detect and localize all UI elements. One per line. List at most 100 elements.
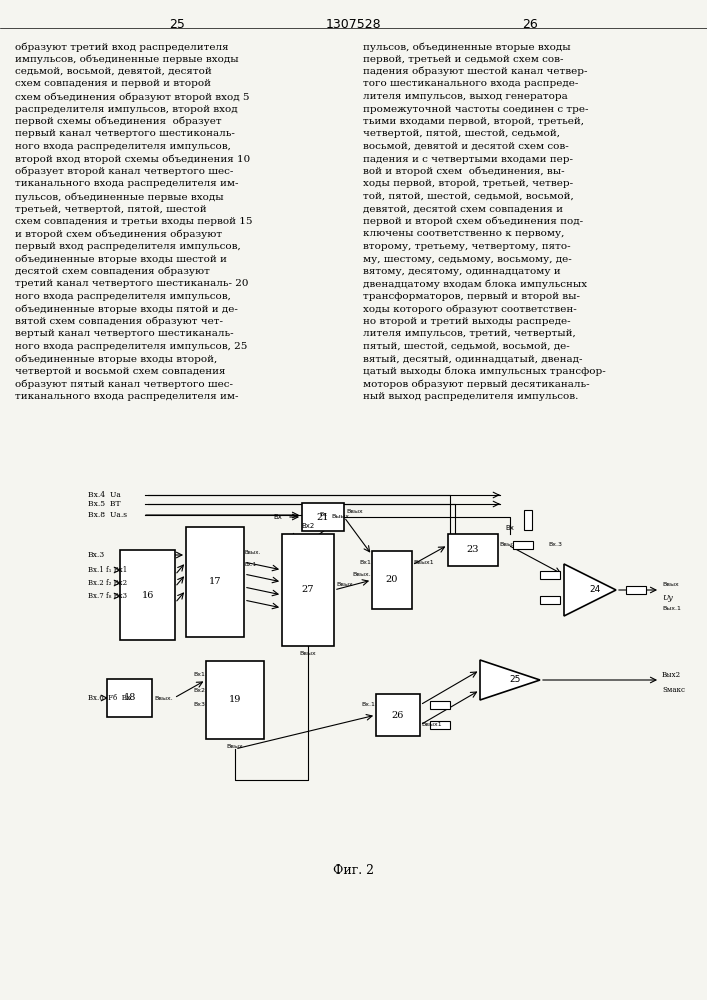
Text: Bx.1: Bx.1 [361,702,375,708]
Text: пульсов, объединенные первые входы: пульсов, объединенные первые входы [15,192,223,202]
Bar [282,534,334,646]
Text: того шестиканального входа распреде-: того шестиканального входа распреде- [363,80,578,89]
Text: Bx.4  Uа: Bx.4 Uа [88,491,121,499]
Text: 21: 21 [317,512,329,522]
Text: ный выход распределителя импульсов.: ный выход распределителя импульсов. [363,392,578,401]
Bar [524,510,532,530]
Text: промежуточной частоты соединен с тре-: промежуточной частоты соединен с тре- [363,104,588,113]
Bar [448,534,498,566]
Text: объединенные вторые входы пятой и де-: объединенные вторые входы пятой и де- [15,304,238,314]
Text: Bвых1: Bвых1 [421,722,442,728]
Text: Sмакс: Sмакс [662,686,685,694]
Bar [372,551,412,609]
Text: десятой схем совпадения образуют: десятой схем совпадения образуют [15,267,210,276]
Text: Bx2: Bx2 [193,688,205,692]
Text: цатый выходы блока импульсных трансфор-: цатый выходы блока импульсных трансфор- [363,367,606,376]
Bar [302,503,344,531]
Text: Bвых.: Bвых. [154,696,173,700]
Text: объединенные вторые входы шестой и: объединенные вторые входы шестой и [15,254,227,264]
Text: 16: 16 [142,590,154,599]
Text: Bx.7 f₈ Bx3: Bx.7 f₈ Bx3 [88,592,127,600]
Text: ходы которого образуют соответствен-: ходы которого образуют соответствен- [363,304,577,314]
Text: Bx: Bx [319,512,327,517]
Text: Bвых: Bвых [662,582,679,587]
Text: третий канал четвертого шестиканаль- 20: третий канал четвертого шестиканаль- 20 [15,279,248,288]
Text: образуют третий вход распределителя: образуют третий вход распределителя [15,42,228,51]
Bar [513,541,533,549]
Text: импульсов, объединенные первые входы: импульсов, объединенные первые входы [15,54,239,64]
Text: ключены соответственно к первому,: ключены соответственно к первому, [363,230,564,238]
Text: Bx1: Bx1 [193,672,205,678]
Text: вятому, десятому, одиннадцатому и: вятому, десятому, одиннадцатому и [363,267,561,276]
Text: но второй и третий выходы распреде-: но второй и третий выходы распреде- [363,317,571,326]
Text: Uy: Uy [662,594,672,602]
Text: 24: 24 [590,585,601,594]
Text: падения и с четвертыми входами пер-: падения и с четвертыми входами пер- [363,154,573,163]
Text: падения образуют шестой канал четвер-: падения образуют шестой канал четвер- [363,67,588,77]
Bar [107,679,153,717]
Polygon shape [480,660,540,700]
Text: 20: 20 [386,576,398,584]
Bar [376,694,420,736]
Text: первой схемы объединения  образует: первой схемы объединения образует [15,117,221,126]
Text: Bвых: Bвых [300,651,316,656]
Text: Bвых: Bвых [336,582,353,587]
Text: седьмой, восьмой, девятой, десятой: седьмой, восьмой, девятой, десятой [15,67,212,76]
Text: Фиг. 2: Фиг. 2 [333,863,374,876]
Text: му, шестому, седьмому, восьмому, де-: му, шестому, седьмому, восьмому, де- [363,254,572,263]
Text: Bx.1: Bx.1 [245,562,257,566]
Text: тьими входами первой, второй, третьей,: тьими входами первой, второй, третьей, [363,117,584,126]
Text: ного входа распределителя импульсов, 25: ного входа распределителя импульсов, 25 [15,342,247,351]
Text: распределителя импульсов, второй вход: распределителя импульсов, второй вход [15,104,238,113]
Text: девятой, десятой схем совпадения и: девятой, десятой схем совпадения и [363,205,563,214]
Text: объединенные вторые входы второй,: объединенные вторые входы второй, [15,355,217,364]
Text: схем объединения образуют второй вход 5: схем объединения образуют второй вход 5 [15,92,250,102]
Text: первый вход распределителя импульсов,: первый вход распределителя импульсов, [15,242,241,251]
Bar [540,571,560,579]
Text: Bвых1: Bвых1 [413,560,433,564]
Text: ного входа распределителя импульсов,: ного входа распределителя импульсов, [15,292,231,301]
Text: 26: 26 [522,18,538,31]
Text: Bx.3: Bx.3 [548,542,562,548]
Text: Bвых2: Bвых2 [499,542,520,548]
Text: трансформаторов, первый и второй вы-: трансформаторов, первый и второй вы- [363,292,580,301]
Text: Выых: Выых [331,514,349,520]
Text: 17: 17 [209,578,221,586]
Text: и второй схем объединения образуют: и второй схем объединения образуют [15,230,222,239]
Text: 27: 27 [302,585,314,594]
Text: Bx.5  BТ: Bx.5 BТ [88,500,121,508]
Text: Bвых.: Bвых. [245,550,262,554]
Text: 19: 19 [229,696,241,704]
Bar [430,721,450,729]
Text: Bx1: Bx1 [359,560,371,564]
Text: четвертой и восьмой схем совпадения: четвертой и восьмой схем совпадения [15,367,226,376]
Text: восьмой, девятой и десятой схем сов-: восьмой, девятой и десятой схем сов- [363,142,568,151]
Text: Bых.1: Bых.1 [662,605,681,610]
Text: вертый канал четвертого шестиканаль-: вертый канал четвертого шестиканаль- [15,330,233,338]
Text: лителя импульсов, третий, четвертый,: лителя импульсов, третий, четвертый, [363,330,575,338]
Text: ного входа распределителя импульсов,: ного входа распределителя импульсов, [15,142,231,151]
Text: Bвых.: Bвых. [352,572,371,578]
Text: 18: 18 [124,694,136,702]
Text: Bx.6  Fб  Bx.: Bx.6 Fб Bx. [88,694,133,702]
Text: вой и второй схем  объединения, вы-: вой и второй схем объединения, вы- [363,167,565,176]
Text: четвертой, пятой, шестой, седьмой,: четвертой, пятой, шестой, седьмой, [363,129,560,138]
Text: Bx2: Bx2 [301,523,315,529]
Text: вятый, десятый, одиннадцатый, двенад-: вятый, десятый, одиннадцатый, двенад- [363,355,583,363]
Text: моторов образуют первый десятиканаль-: моторов образуют первый десятиканаль- [363,379,590,389]
Text: третьей, четвертой, пятой, шестой: третьей, четвертой, пятой, шестой [15,205,206,214]
Text: Bx: Bx [273,514,282,520]
Text: образует второй канал четвертого шес-: образует второй канал четвертого шес- [15,167,233,176]
Bar [206,661,264,739]
Text: тиканального входа распределителя им-: тиканального входа распределителя им- [15,392,238,401]
Text: Bx.2 f₂ Bx2: Bx.2 f₂ Bx2 [88,579,127,587]
Text: Bых2: Bых2 [662,671,681,679]
Text: тиканального входа распределителя им-: тиканального входа распределителя им- [15,180,238,188]
Text: 23: 23 [467,546,479,554]
Text: 1307528: 1307528 [326,18,381,31]
Text: схем совпадения и первой и второй: схем совпадения и первой и второй [15,80,211,89]
Text: Bвых: Bвых [227,744,243,749]
Text: ходы первой, второй, третьей, четвер-: ходы первой, второй, третьей, четвер- [363,180,573,188]
Text: Bx.8  Uа.s: Bx.8 Uа.s [88,511,127,519]
Bar [540,596,560,604]
